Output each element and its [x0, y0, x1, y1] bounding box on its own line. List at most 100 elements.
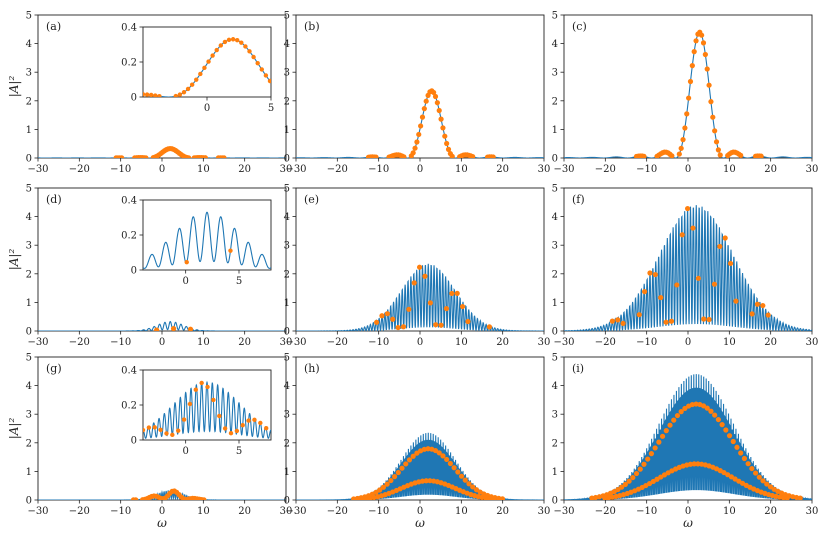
- panel-e-data-point: [443, 305, 450, 312]
- panel-a-data-point: [143, 155, 149, 158]
- panel-a-xtick-label: 10: [197, 164, 210, 175]
- panel-g-inset-data-point: [164, 431, 169, 436]
- panel-b-data-point: [470, 153, 476, 158]
- panel-c-data-point: [669, 153, 675, 158]
- panel-c-data-point: [682, 125, 688, 131]
- panel-i-data-point: [749, 465, 755, 472]
- panel-c-ytick-label: 3: [552, 68, 558, 79]
- panel-f-data-point: [760, 302, 766, 309]
- panel-i-data-point: [682, 405, 688, 412]
- panel-f-data-point: [722, 235, 728, 241]
- panel-g-inset-data-point: [170, 432, 175, 438]
- panel-a-inset-data-point: [144, 92, 150, 97]
- panel-c-data-point: [693, 38, 699, 44]
- panel-f-ytick-label: 4: [552, 212, 558, 223]
- panel-e-data-point: [379, 313, 385, 319]
- panel-c-data-point: [687, 78, 694, 85]
- panel-i-data-point: [715, 416, 721, 423]
- panel-d-ylabel: |A|²: [7, 249, 21, 271]
- panel-h-data-point: [470, 484, 476, 490]
- panel-a-xtick-label: 30: [280, 164, 293, 175]
- panel-a-ytick-label: 5: [26, 11, 32, 22]
- panel-g-inset-data-point: [205, 384, 210, 390]
- panel-i-ytick-label: 4: [552, 381, 558, 392]
- panel-c-xtick-label: 30: [806, 164, 819, 175]
- panel-a-ytick-label: 4: [26, 39, 32, 50]
- panel-f-data-point: [615, 317, 621, 323]
- panel-i-data-point: [619, 484, 625, 490]
- panel-i-xtick-label: 30: [806, 506, 819, 517]
- panel-g-inset-data-point: [187, 401, 193, 407]
- panel-h-data-point: [473, 487, 480, 493]
- panel-i-data-point: [695, 461, 701, 467]
- panel-a-inset-data-point: [243, 44, 248, 49]
- panel-f-ytick-label: 5: [552, 184, 558, 195]
- panel-i-data-point: [630, 474, 636, 481]
- panel-g-inset-xtick-label: 0: [182, 446, 188, 457]
- panel-h-data-point: [373, 489, 379, 495]
- panel-c-data-point: [684, 111, 690, 117]
- panel-f-data-point: [642, 289, 648, 295]
- panel-e-data-point: [438, 322, 444, 328]
- panel-e-data-point: [433, 322, 439, 328]
- panel-c-data-point: [699, 32, 705, 38]
- panel-b-data-point: [444, 140, 450, 147]
- panel-e-ytick-label: 1: [284, 298, 290, 309]
- panel-b-xtick-label: −30: [285, 164, 306, 175]
- panel-d-data-point: [170, 326, 177, 331]
- panel-i-data-point: [712, 412, 718, 418]
- panel-a-inset-data-point: [226, 37, 232, 43]
- panel-e-xtick-label: 20: [496, 337, 509, 348]
- panel-h-ytick-label: 2: [284, 438, 290, 449]
- panel-h-xtick-label: −30: [285, 506, 306, 517]
- panel-g-ytick-label: 3: [26, 410, 32, 421]
- panel-c-series-line: [564, 31, 812, 158]
- panel-e-xtick-label: 10: [455, 337, 468, 348]
- panel-c-data-point: [738, 152, 744, 158]
- panel-e-data-point: [486, 324, 493, 330]
- panel-g-inset-ytick-label: 0.2: [121, 401, 137, 412]
- panel-a-xtick-label: −10: [110, 164, 131, 175]
- panel-d-inset-ytick-label: 0.2: [121, 231, 137, 242]
- panel-i-ytick-label: 3: [552, 410, 558, 421]
- panel-b-data-point: [490, 154, 496, 158]
- panel-a-inset-data-point: [148, 92, 154, 97]
- panel-b-ytick-label: 0: [284, 154, 290, 165]
- panel-e-xtick-label: 0: [417, 337, 423, 348]
- panel-g-ylabel: |A|²: [7, 418, 21, 440]
- panel-f-data-point: [754, 301, 761, 307]
- panel-f-data-point: [647, 270, 653, 276]
- panel-g-tag: (g): [46, 362, 62, 375]
- panel-d-series-line: [38, 320, 286, 331]
- panel-h-data-point: [440, 453, 446, 459]
- panel-i-ytick-label: 1: [552, 467, 558, 478]
- panel-b-data-point: [434, 100, 440, 106]
- panel-i-data-point: [637, 466, 643, 472]
- panel-h-data-point: [403, 461, 409, 467]
- panel-a-inset-data-point: [214, 47, 219, 53]
- panel-a-inset-data-point: [185, 86, 191, 92]
- panel-f-data-point: [690, 225, 696, 231]
- panel-a-inset-data-point: [247, 49, 252, 54]
- panel-b-data-point: [438, 116, 444, 122]
- panel-g-ytick-label: 1: [26, 467, 32, 478]
- panel-b-series-line: [296, 90, 544, 158]
- panel-a-xtick-label: −20: [69, 164, 90, 175]
- panel-d-inset-xtick-label: 0: [182, 276, 188, 287]
- panel-e-data-point: [411, 280, 417, 286]
- panel-g-inset-series-line: [143, 380, 271, 439]
- panel-c-data-point: [717, 152, 723, 158]
- panel-c-xtick-label: −30: [553, 164, 574, 175]
- panel-a-xtick-label: −30: [27, 164, 48, 175]
- panel-g-inset-data-point: [222, 426, 228, 431]
- panel-g-xtick-label: 0: [159, 506, 165, 517]
- panel-i-ytick-label: 5: [552, 353, 558, 364]
- panel-h-data-point: [499, 496, 506, 500]
- panel-g-ytick-label: 0: [26, 496, 32, 507]
- panel-b-data-point: [418, 123, 424, 129]
- panel-a-inset-data-point: [157, 93, 162, 97]
- panel-h-data-point: [432, 447, 439, 454]
- panel-i-xtick-label: −30: [553, 506, 574, 517]
- panel-c-frame: [563, 14, 813, 159]
- panel-a-inset-data-point: [202, 65, 207, 71]
